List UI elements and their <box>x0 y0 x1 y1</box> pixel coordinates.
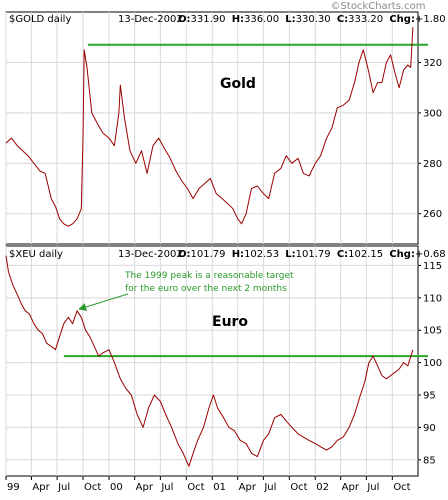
gold-high-value: 336.00 <box>244 14 279 25</box>
euro-panel-title: Euro <box>212 314 248 330</box>
gold-open-value: 331.90 <box>191 14 226 25</box>
euro-y-tick-labels: 85 90 95 100 105 110 115 <box>418 261 442 466</box>
gold-close-label: C: <box>337 14 348 25</box>
euro-low-value: 101.79 <box>296 249 331 260</box>
x-tick-label: Apr <box>342 482 360 493</box>
y-tick-label: 90 <box>423 423 436 434</box>
euro-price-line <box>5 255 414 467</box>
gold-y-tick-labels: 260 280 300 320 <box>418 58 442 220</box>
euro-open-value: 101.79 <box>191 249 226 260</box>
y-tick-label: 300 <box>423 108 442 119</box>
euro-change-value: +0.68 <box>415 249 446 260</box>
y-tick-label: 280 <box>423 159 442 170</box>
y-tick-label: 115 <box>423 261 442 272</box>
x-tick-label: 02 <box>316 482 329 493</box>
x-tick-label: Apr <box>239 482 257 493</box>
y-tick-label: 260 <box>423 209 442 220</box>
euro-low-label: L: <box>285 249 295 260</box>
annotation-arrow-line <box>78 293 129 311</box>
x-tick-label: Oct <box>290 482 307 493</box>
y-tick-label: 85 <box>423 455 436 466</box>
gold-panel-title: Gold <box>220 76 256 92</box>
euro-header-date: 13-Dec-2002 <box>118 249 183 260</box>
gold-price-layer <box>5 27 414 227</box>
euro-header-ohlc: O:101.79 H:102.53 L:101.79 C:102.15 Chg:… <box>178 249 446 260</box>
x-tick-label: Jul <box>263 482 276 493</box>
y-tick-label: 320 <box>423 58 442 69</box>
stockcharts-watermark: ©StockCharts.com <box>331 1 426 12</box>
x-tick-label: 00 <box>110 482 123 493</box>
gold-change-label: Chg: <box>389 14 415 25</box>
x-tick-label: Oct <box>393 482 410 493</box>
euro-close-label: C: <box>337 249 348 260</box>
x-tick-label: 01 <box>213 482 226 493</box>
gold-low-value: 330.30 <box>296 14 331 25</box>
y-tick-label: 110 <box>423 293 442 304</box>
x-tick-label: Jul <box>160 482 173 493</box>
gold-symbol-label: $GOLD daily <box>9 14 71 25</box>
euro-annotation-line-2: for the euro over the next 2 months <box>125 284 287 294</box>
y-tick-label: 100 <box>423 358 442 369</box>
x-tick-label: 99 <box>7 482 20 493</box>
euro-close-value: 102.15 <box>348 249 383 260</box>
euro-symbol-label: $XEU daily <box>9 249 63 260</box>
x-tick-label: Apr <box>136 482 154 493</box>
x-tick-label: Jul <box>366 482 379 493</box>
euro-high-value: 102.53 <box>244 249 279 260</box>
euro-open-label: O: <box>178 249 191 260</box>
gold-change-value: +1.80 <box>415 14 446 25</box>
gold-header-ohlc: O:331.90 H:336.00 L:330.30 C:333.20 Chg:… <box>178 14 446 25</box>
y-tick-label: 105 <box>423 326 442 337</box>
gold-header-date: 13-Dec-2002 <box>118 14 183 25</box>
x-tick-label: Oct <box>84 482 101 493</box>
euro-price-layer <box>5 255 414 467</box>
gold-open-label: O: <box>178 14 191 25</box>
gold-low-label: L: <box>285 14 295 25</box>
gold-high-label: H: <box>232 14 244 25</box>
euro-annotation-arrow <box>78 293 129 311</box>
x-axis: 99 Apr Jul Oct 00 Apr Jul Oct 01 Apr Jul Oct 02 Apr Ju… <box>5 476 411 493</box>
x-tick-label: Oct <box>187 482 204 493</box>
euro-high-label: H: <box>232 249 244 260</box>
euro-change-label: Chg: <box>389 249 415 260</box>
y-tick-label: 95 <box>423 391 436 402</box>
gold-price-line <box>5 27 414 227</box>
gold-close-value: 333.20 <box>348 14 383 25</box>
x-tick-label: Jul <box>57 482 70 493</box>
euro-panel: 85 90 95 100 105 110 115 $XEU daily 13-Dec-200… <box>5 245 446 477</box>
x-tick-label: Apr <box>32 482 50 493</box>
euro-annotation-line-1: The 1999 peak is a reasonable target <box>124 271 294 281</box>
gold-gridlines <box>5 12 418 244</box>
